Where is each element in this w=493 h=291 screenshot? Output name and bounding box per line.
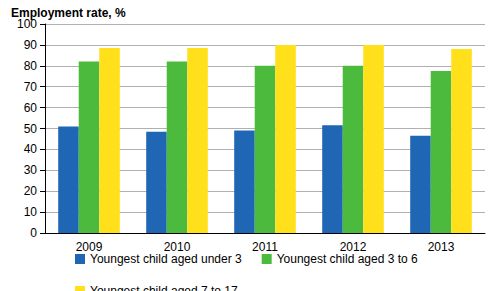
svg-text:60: 60 — [24, 101, 38, 115]
svg-text:Youngest child aged 7 to 17: Youngest child aged 7 to 17 — [90, 284, 238, 291]
svg-text:Youngest child aged 3 to 6: Youngest child aged 3 to 6 — [277, 252, 418, 266]
svg-text:Youngest child aged under 3: Youngest child aged under 3 — [90, 252, 242, 266]
svg-text:2009: 2009 — [75, 240, 103, 254]
svg-text:70: 70 — [24, 80, 38, 94]
svg-text:2013: 2013 — [428, 240, 455, 254]
svg-text:40: 40 — [24, 142, 38, 156]
svg-text:50: 50 — [24, 122, 38, 136]
svg-text:2010: 2010 — [163, 240, 191, 254]
svg-text:Employment rate, %: Employment rate, % — [11, 6, 126, 20]
svg-text:30: 30 — [24, 163, 38, 177]
svg-text:90: 90 — [24, 38, 38, 52]
svg-text:2012: 2012 — [339, 240, 367, 254]
svg-text:2011: 2011 — [252, 240, 278, 254]
svg-text:0: 0 — [30, 226, 37, 240]
svg-text:80: 80 — [24, 59, 38, 73]
svg-text:10: 10 — [24, 205, 38, 219]
svg-text:100: 100 — [17, 17, 37, 31]
svg-text:20: 20 — [24, 184, 38, 198]
